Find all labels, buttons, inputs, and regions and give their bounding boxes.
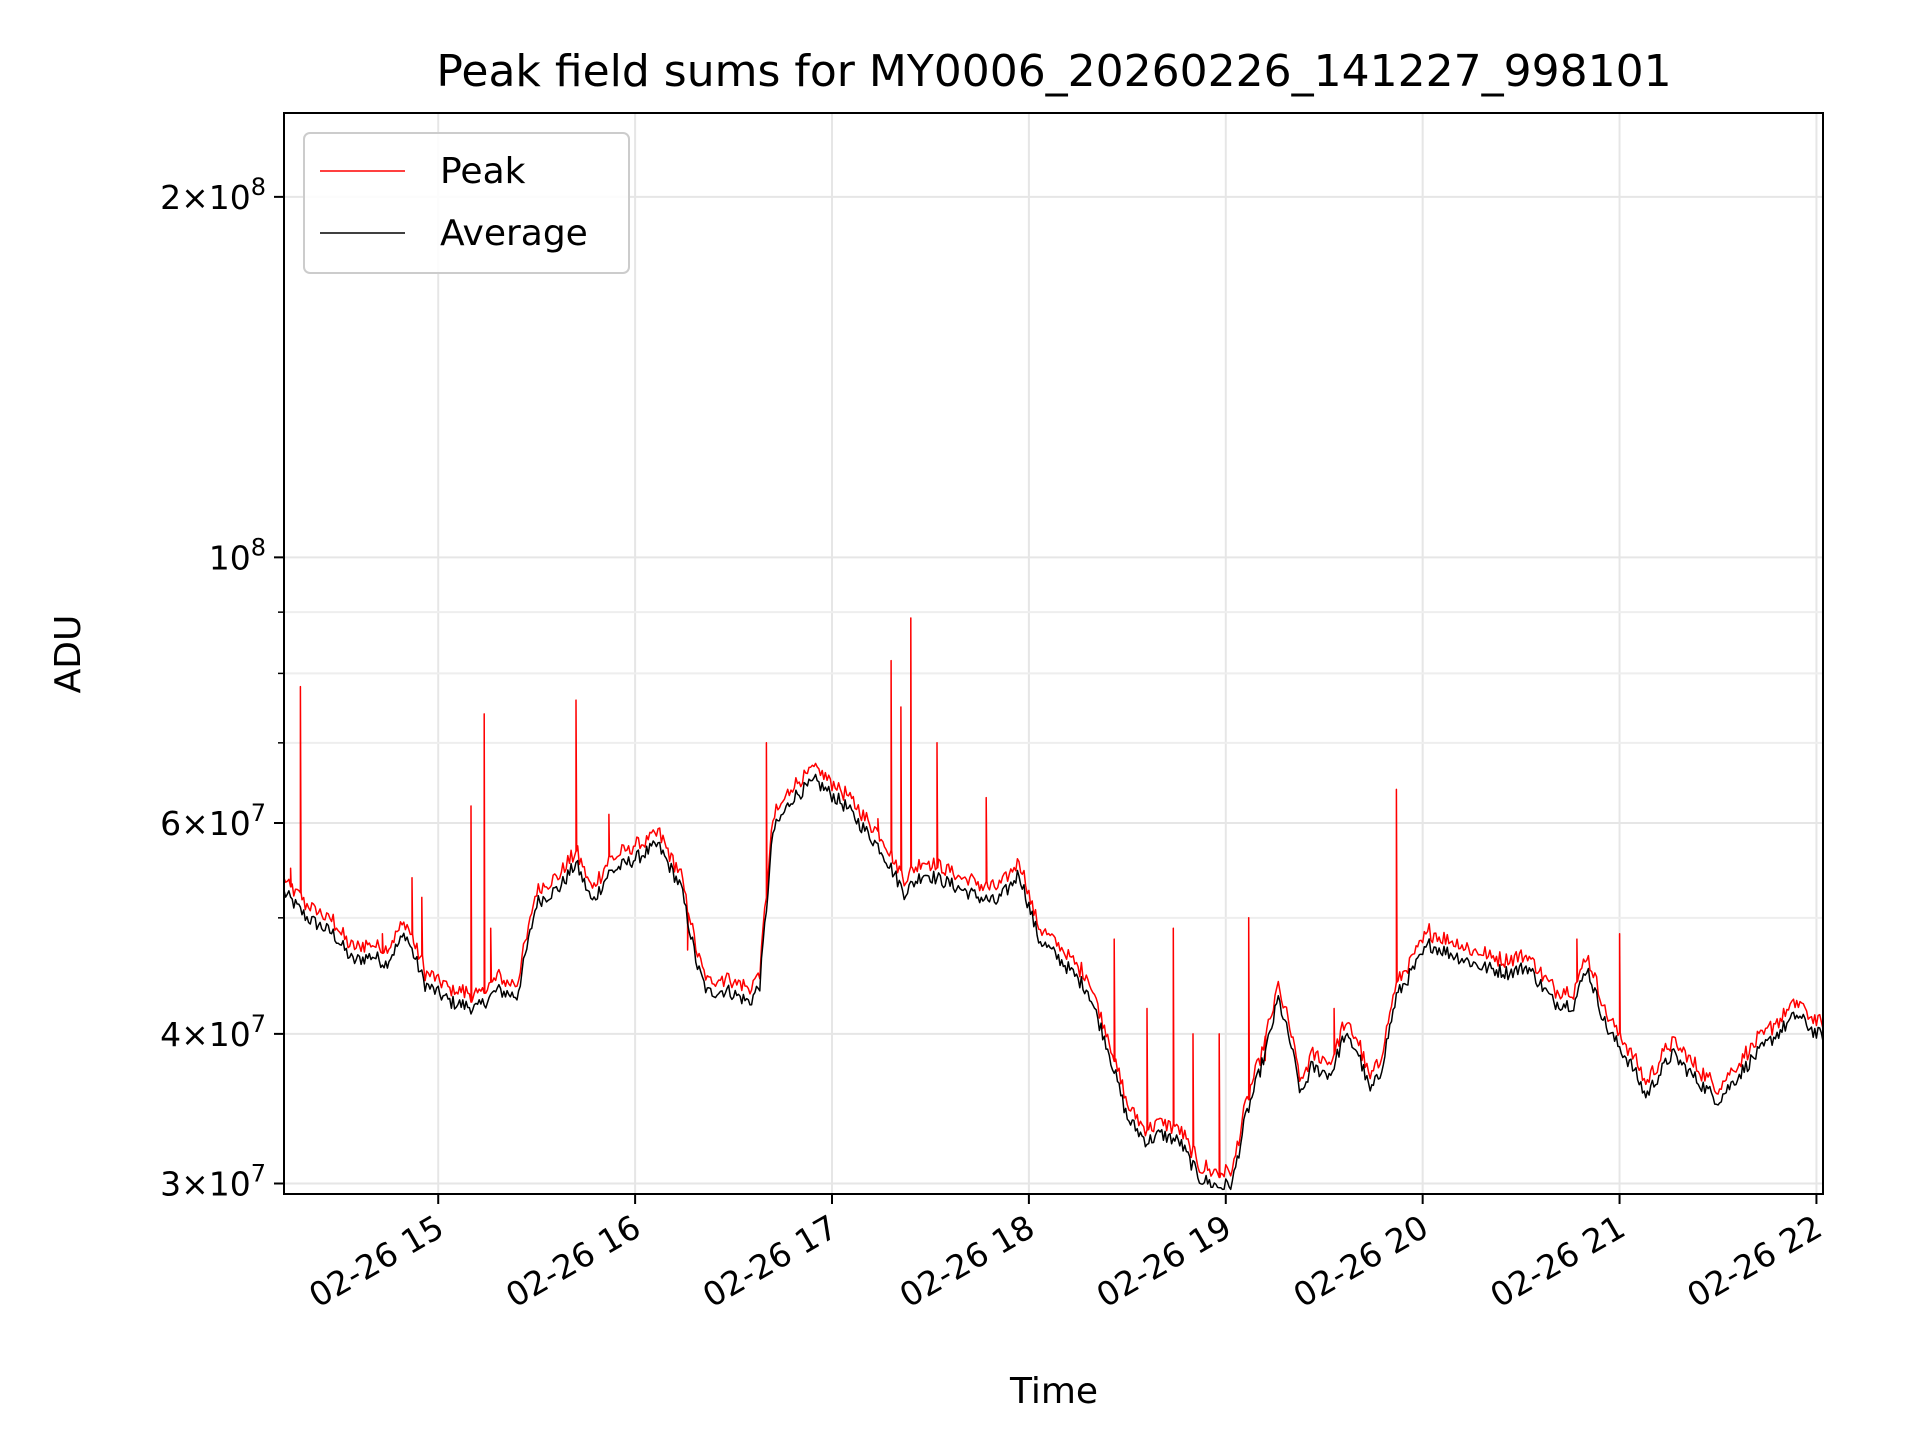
y-tick-mantissa: 2: [160, 178, 181, 217]
x-axis-label: Time: [1009, 1371, 1098, 1412]
y-tick-mantissa: 4: [160, 1015, 181, 1054]
y-tick-label: 2×108: [160, 173, 266, 217]
y-tick-label: 3×107: [160, 1159, 266, 1203]
y-tick-times: ×: [181, 1015, 209, 1054]
y-tick-base: 10: [209, 178, 251, 217]
y-axis-label: ADU: [48, 615, 89, 694]
y-tick-label: 4×107: [160, 1010, 266, 1054]
y-tick-exponent: 8: [251, 533, 266, 561]
y-tick-times: ×: [181, 1164, 209, 1203]
gridlines: [284, 113, 1823, 1194]
series-lines: [284, 617, 1823, 1191]
legend-box: [303, 132, 630, 274]
legend-label-peak: Peak: [440, 151, 526, 192]
y-tick-label: 108: [209, 533, 266, 577]
y-tick-base: 10: [209, 804, 251, 843]
y-tick-times: ×: [181, 178, 209, 217]
y-tick-mantissa: 6: [160, 804, 181, 843]
y-tick-mantissa: 3: [160, 1164, 181, 1203]
series-line-peak: [284, 617, 1823, 1179]
y-tick-exponent: 7: [251, 799, 266, 827]
y-tick-exponent: 7: [251, 1159, 266, 1187]
y-tick-base: 10: [209, 1015, 251, 1054]
legend-label-average: Average: [440, 213, 588, 254]
y-tick-label: 6×107: [160, 799, 266, 843]
series-line-average: [284, 773, 1823, 1191]
y-tick-times: ×: [181, 804, 209, 843]
y-tick-base: 10: [209, 538, 251, 577]
chart-title: Peak field sums for MY0006_20260226_1412…: [436, 46, 1671, 97]
y-tick-exponent: 8: [251, 173, 266, 201]
legend: Peak Average: [303, 132, 630, 274]
y-tick-base: 10: [209, 1164, 251, 1203]
plot-frame: [283, 112, 1824, 1195]
y-tick-exponent: 7: [251, 1010, 266, 1038]
